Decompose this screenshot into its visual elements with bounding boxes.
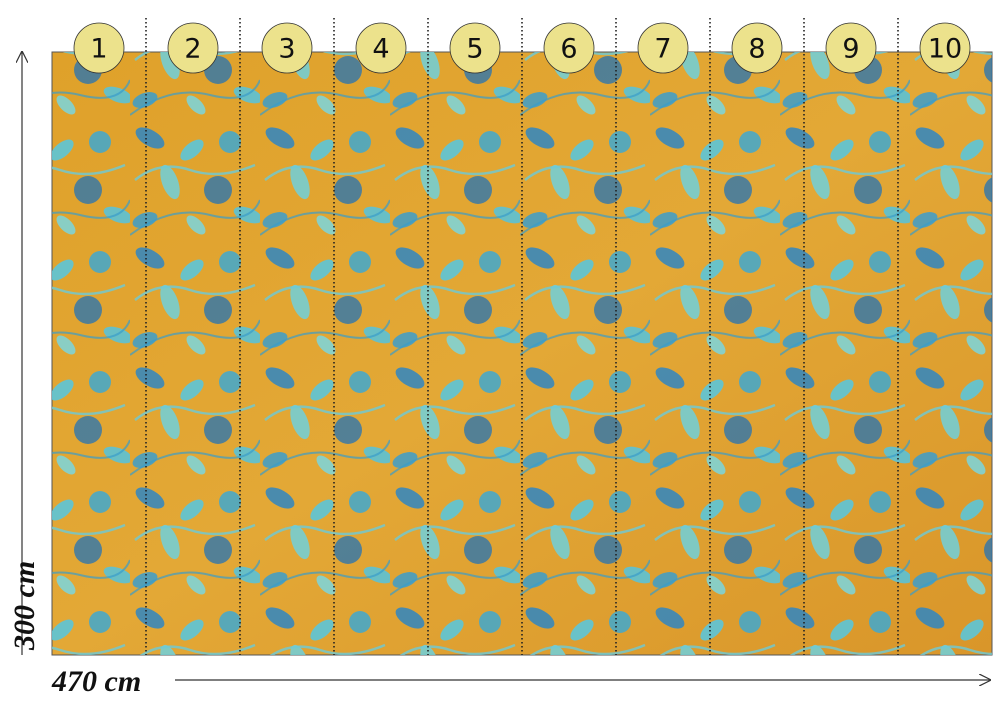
panel-number: 7 <box>654 34 671 65</box>
panel-badge <box>731 22 783 74</box>
panel-number: 3 <box>278 34 295 65</box>
panel-number: 6 <box>560 34 577 65</box>
panel-badge <box>167 22 219 74</box>
panels: 1 2 3 4 5 6 7 8 9 10 <box>73 18 971 655</box>
panel-number: 10 <box>928 34 962 65</box>
width-label: 470 cm <box>51 665 141 698</box>
panel-badge <box>73 22 125 74</box>
panel-number: 5 <box>466 34 483 65</box>
panel-number: 9 <box>842 34 859 65</box>
panel-number: 1 <box>90 34 107 65</box>
panel-badge <box>637 22 689 74</box>
panel-badge <box>261 22 313 74</box>
panel-badge <box>543 22 595 74</box>
panel-badge <box>825 22 877 74</box>
panel-badge <box>449 22 501 74</box>
panel-badge <box>355 22 407 74</box>
panel-number: 4 <box>372 34 389 65</box>
height-label: 300 cm <box>8 561 41 651</box>
panel-badge <box>919 22 971 74</box>
panel-number: 8 <box>748 34 765 65</box>
panel-number: 2 <box>184 34 201 65</box>
